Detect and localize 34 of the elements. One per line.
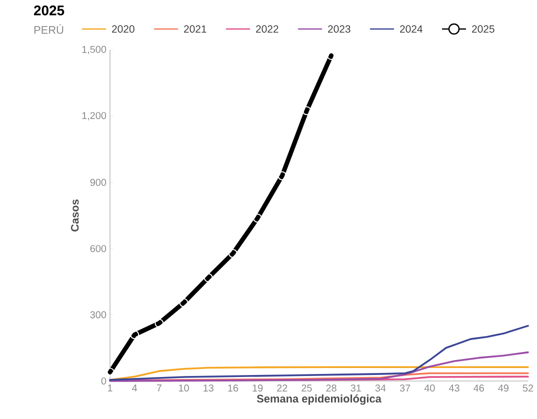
x-tick-label: 49 <box>498 384 508 392</box>
x-tick-label: 22 <box>277 384 288 392</box>
legend-label: 2023 <box>328 25 350 33</box>
legend-label: 2024 <box>400 25 422 33</box>
y-axis-title: Casos <box>70 200 79 232</box>
x-tick-label: 25 <box>302 384 312 392</box>
x-tick-label: 19 <box>252 384 263 392</box>
y-tick-label: 300 <box>90 311 106 318</box>
x-tick-label: 34 <box>375 384 386 392</box>
legend-label: 2020 <box>112 25 134 33</box>
y-tick-label: 600 <box>90 245 106 252</box>
x-axis-title: Semana epidemiológica <box>256 394 382 405</box>
x-tick-label: 43 <box>448 384 460 392</box>
x-tick-label: 31 <box>350 384 361 392</box>
x-tick-label: 40 <box>424 384 435 392</box>
y-tick-label: 1,500 <box>82 46 106 54</box>
y-tick-label: 0 <box>101 377 106 385</box>
y-tick-label: 1,200 <box>82 112 106 120</box>
x-tick-label: 16 <box>228 384 238 392</box>
legend-label: 2021 <box>184 25 206 33</box>
legend-label: 2025 <box>472 25 494 33</box>
chart-title: 2025 <box>34 6 64 16</box>
x-tick-label: 28 <box>326 384 336 392</box>
x-tick-label: 52 <box>522 384 534 392</box>
x-tick-label: 46 <box>474 384 484 392</box>
x-tick-label: 37 <box>400 384 410 392</box>
legend-label: 2022 <box>256 25 278 33</box>
x-tick-label: 10 <box>178 384 189 392</box>
x-tick-label: 1 <box>108 384 112 392</box>
x-tick-label: 4 <box>132 384 138 392</box>
x-tick-label: 13 <box>204 384 214 392</box>
y-tick-label: 900 <box>90 178 106 186</box>
legend-title: PERÚ <box>34 24 64 34</box>
x-tick-label: 7 <box>156 384 162 392</box>
